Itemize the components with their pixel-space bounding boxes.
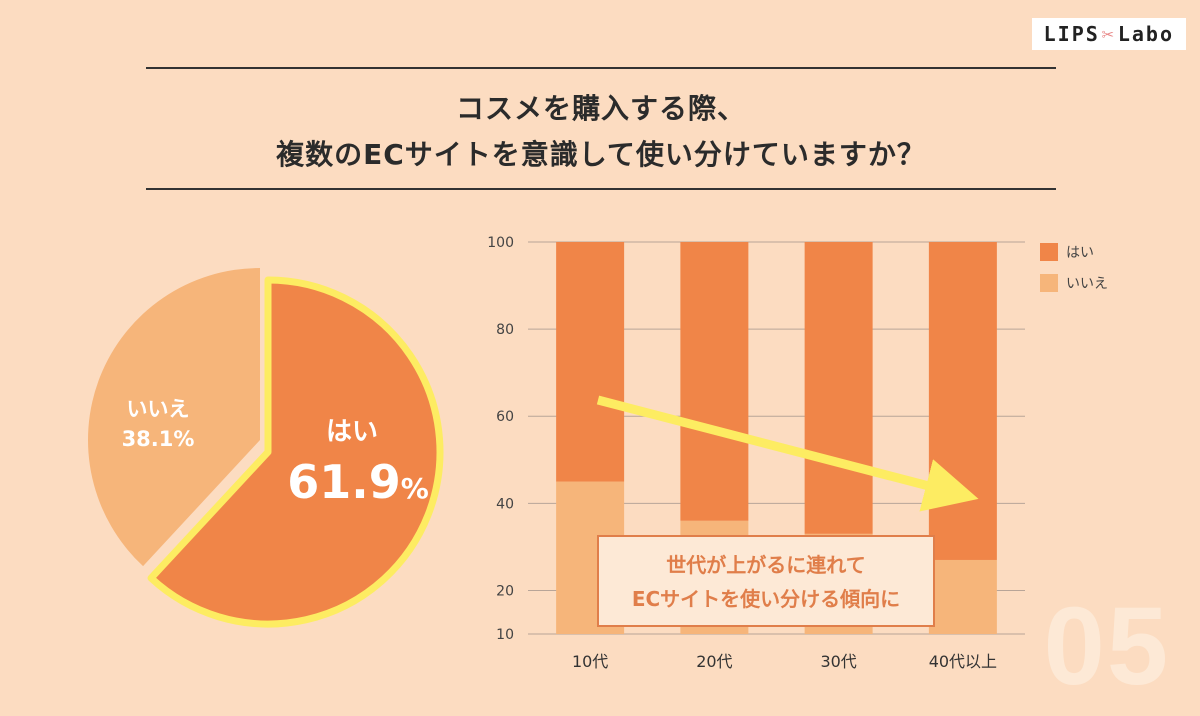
rabbit-icon: ✂ bbox=[1101, 22, 1116, 46]
pie-slice-no bbox=[88, 268, 260, 567]
x-tick-label: 30代 bbox=[820, 652, 856, 671]
y-tick-label: 20 bbox=[496, 583, 514, 599]
pie-value-no: 38.1% bbox=[122, 427, 195, 451]
title-line-2: 複数のECサイトを意識して使い分けていますか？ bbox=[276, 138, 926, 171]
title-line-1: コスメを購入する際、 bbox=[455, 92, 746, 125]
legend-swatch-yes bbox=[1040, 243, 1058, 261]
bar-segment-no bbox=[928, 559, 997, 634]
pie-value-yes-number: 61.9 bbox=[287, 455, 401, 509]
title-rule-bottom bbox=[146, 188, 1056, 190]
annotation-box bbox=[597, 535, 935, 627]
x-tick-label: 10代 bbox=[572, 652, 608, 671]
legend-label-no: いいえ bbox=[1066, 276, 1108, 292]
pie-value-yes: 61.9% bbox=[287, 455, 429, 509]
page-title: コスメを購入する際、 複数のECサイトを意識して使い分けていますか？ bbox=[146, 86, 1056, 178]
pie-label-yes: はい bbox=[326, 417, 378, 447]
pie-label-no: いいえ bbox=[127, 397, 190, 421]
brand-logo: LIPS ✂ Labo bbox=[1031, 18, 1186, 50]
annotation-line-2: ECサイトを使い分ける傾向に bbox=[632, 587, 900, 611]
bar-segment-yes bbox=[928, 242, 997, 560]
x-tick-label: 20代 bbox=[696, 652, 732, 671]
bar-segment-yes bbox=[556, 242, 625, 482]
page-number: 05 bbox=[1043, 585, 1170, 708]
pie-chart: はい 61.9% いいえ 38.1% bbox=[88, 268, 444, 628]
brand-name-right: Labo bbox=[1117, 22, 1174, 46]
y-tick-label: 40 bbox=[496, 496, 514, 512]
brand-name-left: LIPS bbox=[1043, 22, 1100, 46]
title-rule-top bbox=[146, 67, 1056, 69]
legend-label-yes: はい bbox=[1066, 245, 1094, 261]
trend-arrow bbox=[596, 395, 979, 512]
y-tick-label: 10 bbox=[496, 627, 514, 643]
pie-value-yes-unit: % bbox=[401, 472, 429, 505]
x-tick-label: 40代以上 bbox=[929, 652, 997, 671]
pie-slice-yes bbox=[147, 276, 444, 628]
annotation-line-1: 世代が上がるに連れて bbox=[666, 553, 865, 577]
y-tick-label: 100 bbox=[487, 235, 514, 251]
bar-segment-yes bbox=[680, 242, 749, 521]
y-tick-label: 80 bbox=[496, 322, 514, 338]
legend-swatch-no bbox=[1040, 274, 1058, 292]
bar-segment-yes bbox=[804, 242, 873, 534]
y-tick-label: 60 bbox=[496, 409, 514, 425]
